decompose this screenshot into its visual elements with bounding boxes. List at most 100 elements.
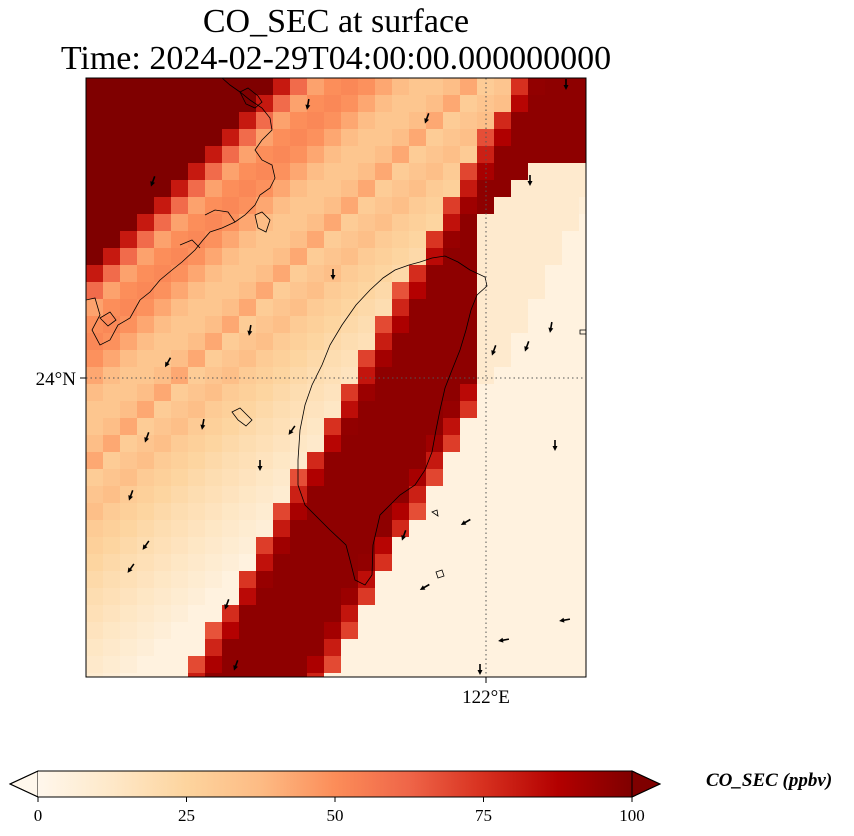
grid-cell	[358, 129, 376, 147]
grid-cell	[154, 129, 172, 147]
grid-cell	[443, 78, 461, 96]
grid-cell	[290, 537, 308, 555]
grid-cell	[86, 231, 104, 249]
grid-cell	[205, 197, 223, 215]
grid-cell	[256, 605, 274, 623]
grid-cell	[511, 435, 529, 453]
grid-cell	[409, 469, 427, 487]
grid-cell	[579, 622, 586, 640]
grid-cell	[528, 605, 546, 623]
grid-cell	[154, 469, 172, 487]
grid-cell	[256, 571, 274, 589]
grid-cell	[154, 197, 172, 215]
grid-cell	[494, 197, 512, 215]
grid-cell	[392, 197, 410, 215]
grid-cell	[86, 265, 104, 283]
grid-cell	[205, 78, 223, 96]
grid-cell	[511, 571, 529, 589]
grid-cell	[188, 486, 206, 504]
grid-cell	[273, 299, 291, 317]
grid-cell	[137, 622, 155, 640]
grid-cell	[188, 350, 206, 368]
wind-arrow	[498, 637, 510, 643]
grid-cell	[86, 435, 104, 453]
grid-cell	[358, 656, 376, 674]
grid-cell	[137, 520, 155, 538]
grid-cell	[426, 486, 444, 504]
grid-cell	[443, 129, 461, 147]
grid-cell	[409, 197, 427, 215]
grid-cell	[171, 639, 189, 657]
grid-cell	[358, 197, 376, 215]
grid-cell	[324, 520, 342, 538]
grid-cell	[477, 401, 495, 419]
grid-cell	[511, 622, 529, 640]
grid-cell	[120, 656, 138, 674]
grid-cell	[545, 129, 563, 147]
grid-cell	[222, 520, 240, 538]
grid-cell	[477, 656, 495, 674]
grid-cell	[426, 503, 444, 521]
grid-cell	[188, 367, 206, 385]
grid-cell	[86, 112, 104, 130]
island	[254, 211, 271, 233]
grid-cell	[120, 622, 138, 640]
grid-cell	[171, 95, 189, 113]
grid-cell	[341, 418, 359, 436]
grid-cell	[120, 78, 138, 96]
grid-cell	[392, 299, 410, 317]
grid-cell	[205, 129, 223, 147]
map-panel[interactable]	[85, 77, 597, 691]
grid-cell	[222, 299, 240, 317]
grid-cell	[120, 537, 138, 555]
grid-cell	[222, 282, 240, 300]
grid-cell	[562, 299, 580, 317]
grid-cell	[409, 333, 427, 351]
grid-cell	[511, 384, 529, 402]
grid-cell	[562, 180, 580, 198]
grid-cell	[545, 78, 563, 96]
grid-cell	[460, 605, 478, 623]
grid-cell	[256, 673, 274, 677]
grid-cell	[460, 333, 478, 351]
colorbar-tick-label: 25	[178, 806, 195, 825]
grid-cell	[511, 129, 529, 147]
grid-cell	[137, 146, 155, 164]
grid-cell	[460, 656, 478, 674]
grid-cell	[392, 384, 410, 402]
grid-cell	[426, 384, 444, 402]
grid-cell	[154, 299, 172, 317]
grid-cell	[511, 588, 529, 606]
grid-cell	[511, 146, 529, 164]
grid-cell	[528, 146, 546, 164]
grid-cell	[171, 180, 189, 198]
grid-cell	[545, 452, 563, 470]
grid-cell	[103, 588, 121, 606]
grid-cell	[154, 78, 172, 96]
grid-cell	[494, 265, 512, 283]
grid-cell	[528, 520, 546, 538]
grid-cell	[239, 469, 257, 487]
grid-cell	[222, 469, 240, 487]
grid-cell	[579, 265, 586, 283]
grid-cell	[392, 588, 410, 606]
grid-cell	[511, 248, 529, 266]
grid-cell	[528, 299, 546, 317]
grid-cell	[545, 486, 563, 504]
grid-cell	[205, 537, 223, 555]
grid-cell	[579, 163, 586, 181]
grid-cell	[409, 503, 427, 521]
grid-cell	[154, 605, 172, 623]
grid-cell	[426, 622, 444, 640]
grid-cell	[222, 435, 240, 453]
grid-cell	[528, 503, 546, 521]
grid-cell	[477, 469, 495, 487]
grid-cell	[341, 554, 359, 572]
grid-cell	[171, 605, 189, 623]
wind-arrow	[142, 540, 150, 550]
grid-cell	[443, 435, 461, 453]
grid-cell	[443, 350, 461, 368]
grid-cell	[188, 316, 206, 334]
grid-cell	[324, 588, 342, 606]
grid-cell	[324, 78, 342, 96]
